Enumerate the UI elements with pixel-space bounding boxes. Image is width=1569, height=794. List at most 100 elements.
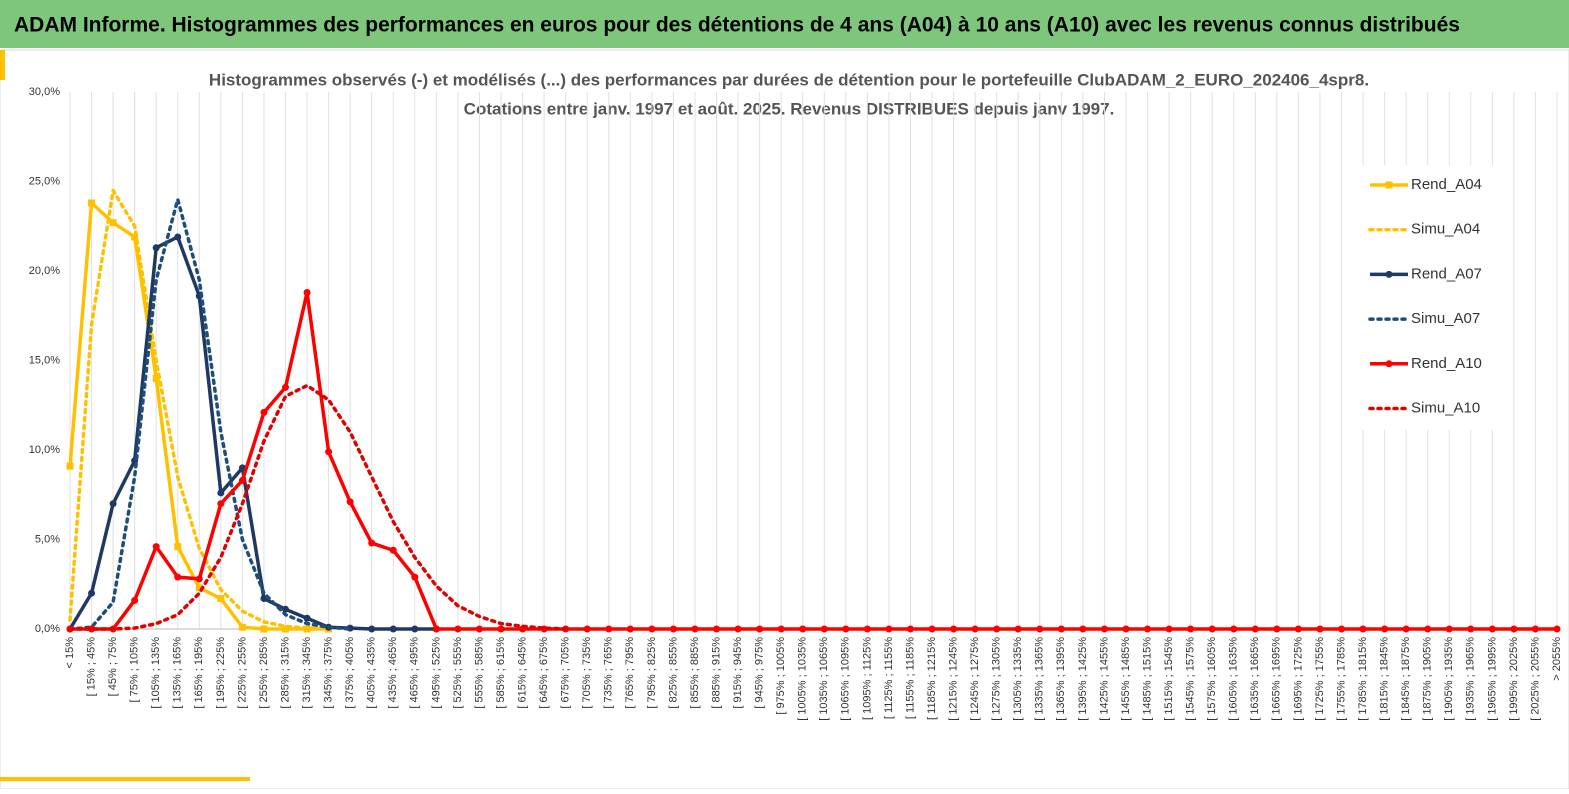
marker <box>1467 625 1475 633</box>
x-tick-label: [ 1695% ; 1725% <box>1292 637 1304 721</box>
x-tick-label: [ 1725% ; 1755% <box>1314 637 1326 721</box>
x-tick-label: [ 915% ; 945% <box>732 637 744 709</box>
marker <box>1230 625 1238 633</box>
marker <box>1079 625 1087 633</box>
marker <box>1187 625 1195 633</box>
marker <box>1402 625 1410 633</box>
x-tick-label: [ 1995% ; 2025% <box>1508 637 1520 721</box>
x-tick-label: [ 1755% ; 1785% <box>1335 637 1347 721</box>
marker <box>174 233 182 241</box>
x-tick-label: [ 285% ; 315% <box>279 637 291 709</box>
marker <box>1359 625 1367 633</box>
marker <box>1316 625 1324 633</box>
marker <box>217 500 225 508</box>
x-tick-label: [ 1935% ; 1965% <box>1465 637 1477 721</box>
marker <box>756 625 764 633</box>
marker <box>734 625 742 633</box>
x-tick-label: [ 855% ; 885% <box>689 637 701 709</box>
marker <box>1208 625 1216 633</box>
y-tick-label: 5,0% <box>35 533 60 545</box>
legend-bg <box>1360 165 1500 430</box>
x-tick-label: [ 1605% ; 1635% <box>1228 637 1240 721</box>
x-tick-label: [ 1155% ; 1185% <box>904 637 916 719</box>
x-tick-label: [ 1425% ; 1455% <box>1098 637 1110 721</box>
x-tick-label: [ 195% ; 225% <box>215 637 227 709</box>
x-tick-label: [ 885% ; 915% <box>710 637 722 709</box>
x-tick-label: [ 945% ; 975% <box>754 637 766 709</box>
x-tick-label: [ 1905% ; 1935% <box>1443 637 1455 721</box>
marker <box>1144 625 1152 633</box>
x-tick-label: [ 225% ; 255% <box>236 637 248 709</box>
x-tick-label: [ 1875% ; 1905% <box>1422 637 1434 721</box>
x-tick-label: [ 465% ; 495% <box>409 637 421 709</box>
marker <box>497 625 505 633</box>
marker <box>174 543 182 551</box>
marker <box>325 448 333 456</box>
series-line <box>68 188 331 631</box>
marker <box>109 500 117 508</box>
x-tick-label: [ 1065% ; 1095% <box>840 637 852 721</box>
y-tick-label: 25,0% <box>29 175 60 187</box>
marker <box>217 595 225 603</box>
x-tick-label: [ 1965% ; 1995% <box>1486 637 1498 721</box>
x-tick-label: [ 1035% ; 1065% <box>818 637 830 721</box>
x-tick-label: [ 705% ; 735% <box>581 637 593 709</box>
legend-label: Rend_A10 <box>1411 355 1482 372</box>
x-tick-label: [ 15% ; 45% <box>85 637 97 697</box>
marker <box>1424 625 1432 633</box>
legend-marker <box>1385 270 1393 278</box>
marker <box>411 625 419 633</box>
y-tick-label: 30,0% <box>29 86 60 98</box>
marker <box>131 596 139 604</box>
marker <box>346 498 354 506</box>
series-line <box>68 383 568 631</box>
marker <box>1014 625 1022 633</box>
marker <box>1553 625 1561 633</box>
marker <box>971 625 979 633</box>
marker <box>195 575 203 583</box>
legend-label: Simu_A04 <box>1411 221 1480 238</box>
marker <box>1100 625 1108 633</box>
marker <box>282 605 290 613</box>
x-tick-label: [ 1575% ; 1605% <box>1206 637 1218 721</box>
x-tick-label: [ 555% ; 585% <box>473 637 485 709</box>
marker <box>260 625 268 633</box>
marker <box>1381 625 1389 633</box>
x-tick-label: > 2055% <box>1551 637 1563 681</box>
marker <box>1294 625 1302 633</box>
accent <box>0 50 5 80</box>
x-tick-label: [ 165% ; 195% <box>193 637 205 709</box>
marker <box>238 623 246 631</box>
x-tick-label: [ 255% ; 285% <box>258 637 270 709</box>
x-tick-label: [ 1665% ; 1695% <box>1271 637 1283 721</box>
marker <box>152 374 160 382</box>
marker <box>1122 625 1130 633</box>
x-tick-label: [ 1395% ; 1425% <box>1077 637 1089 721</box>
chart-title: Histogrammes observés (-) et modélisés (… <box>209 70 1369 89</box>
marker <box>777 625 785 633</box>
marker <box>260 408 268 416</box>
marker <box>303 288 311 296</box>
x-tick-label: [ 1335% ; 1365% <box>1034 637 1046 721</box>
marker <box>1337 625 1345 633</box>
y-tick-label: 10,0% <box>29 444 60 456</box>
x-tick-label: [ 975% ; 1005% <box>775 637 787 715</box>
marker <box>66 462 74 470</box>
marker <box>389 546 397 554</box>
marker <box>1036 625 1044 633</box>
x-tick-label: [ 825% ; 855% <box>667 637 679 709</box>
marker <box>152 543 160 551</box>
marker <box>1165 625 1173 633</box>
x-tick-label: [ 45% ; 75% <box>107 637 119 697</box>
marker <box>282 383 290 391</box>
marker <box>432 625 440 633</box>
marker <box>885 625 893 633</box>
x-tick-label: [ 1305% ; 1335% <box>1012 637 1024 721</box>
y-tick-label: 15,0% <box>29 354 60 366</box>
y-tick-label: 20,0% <box>29 265 60 277</box>
marker <box>928 625 936 633</box>
x-tick-label: [ 1125% ; 1155% <box>883 637 895 719</box>
x-tick-label: [ 75% ; 105% <box>129 637 141 703</box>
marker <box>583 625 591 633</box>
marker <box>993 625 1001 633</box>
